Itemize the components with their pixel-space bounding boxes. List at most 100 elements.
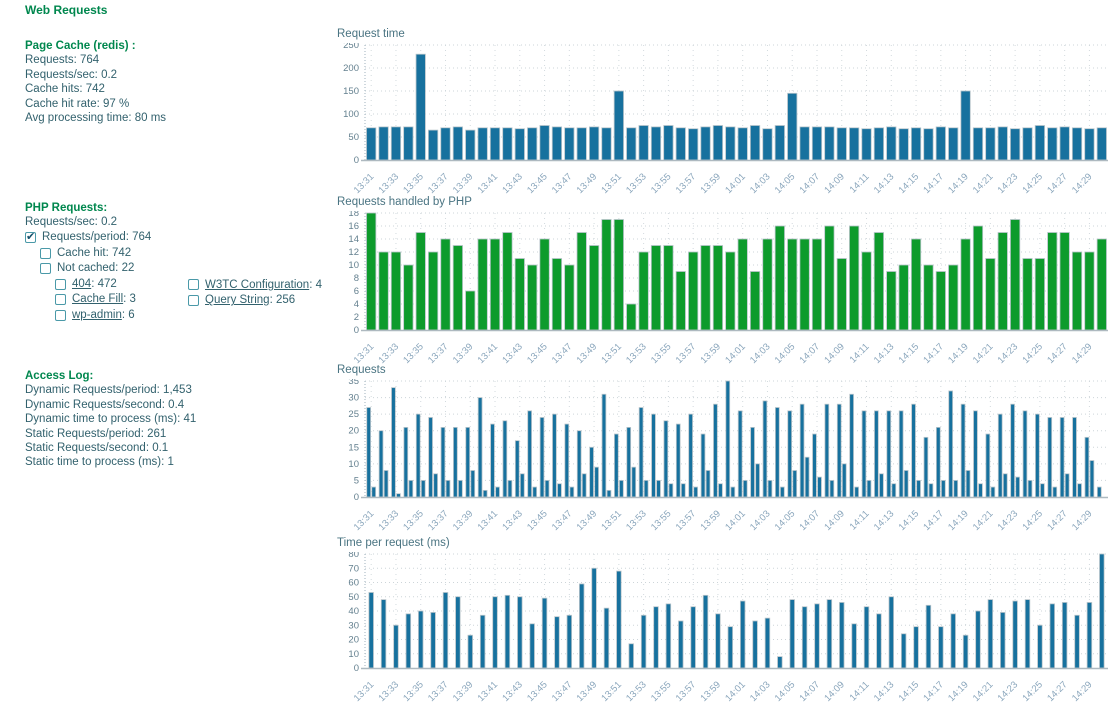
- svg-text:20: 20: [348, 426, 359, 437]
- svg-text:13:55: 13:55: [649, 508, 674, 533]
- stat-dynamic-requests-second: Dynamic Requests/second: 0.4: [25, 398, 185, 411]
- svg-text:13:33: 13:33: [376, 508, 401, 533]
- filter-w3tc-configuration: W3TC Configuration: 4: [188, 277, 322, 293]
- php-requests-heading: PHP Requests:: [25, 202, 108, 214]
- svg-text:13:39: 13:39: [451, 679, 476, 704]
- checkbox-unchecked-icon[interactable]: [188, 294, 199, 306]
- svg-text:13:43: 13:43: [500, 171, 525, 196]
- checkbox-unchecked-icon[interactable]: [55, 294, 66, 306]
- svg-text:14:17: 14:17: [921, 679, 946, 704]
- svg-text:14:13: 14:13: [872, 171, 897, 196]
- requests-chart-block: Requests 0 5 10 15 20 25 30 35 13:31 13:33 13:35 13…: [337, 364, 1113, 554]
- svg-text:14:19: 14:19: [946, 679, 971, 704]
- svg-text:18: 18: [348, 211, 359, 219]
- checkbox-unchecked-icon[interactable]: [40, 247, 51, 259]
- checkbox-unchecked-icon[interactable]: [188, 279, 199, 291]
- svg-text:13:39: 13:39: [451, 171, 476, 196]
- svg-text:13:45: 13:45: [525, 679, 550, 704]
- chart-title: Time per request (ms): [337, 537, 450, 549]
- filter-label: 404: 472: [72, 277, 117, 291]
- page-cache-heading: Page Cache (redis) :: [25, 40, 136, 52]
- filter-wp-admin: wp-admin: 6: [55, 307, 151, 323]
- svg-text:14:05: 14:05: [773, 171, 798, 196]
- filter-label: Not cached: 22: [57, 262, 135, 275]
- checkbox-unchecked-icon[interactable]: [40, 263, 51, 275]
- svg-text:13:53: 13:53: [624, 171, 649, 196]
- link-w3tc-configuration[interactable]: W3TC Configuration: [205, 278, 310, 291]
- svg-text:14:19: 14:19: [946, 171, 971, 196]
- page-title: Web Requests: [25, 3, 108, 17]
- svg-text:13:53: 13:53: [624, 679, 649, 704]
- request-time-chart-block: Request time 0 50 100 150 200 250 13:31 13:33 13…: [337, 28, 1113, 218]
- svg-text:20: 20: [348, 635, 359, 646]
- svg-text:12: 12: [348, 247, 359, 258]
- svg-text:13:53: 13:53: [624, 508, 649, 533]
- svg-text:30: 30: [348, 620, 359, 631]
- svg-text:13:49: 13:49: [575, 508, 600, 533]
- svg-text:14:03: 14:03: [748, 508, 773, 533]
- svg-text:14:15: 14:15: [897, 679, 922, 704]
- svg-text:13:43: 13:43: [500, 508, 525, 533]
- svg-text:13:37: 13:37: [426, 508, 451, 533]
- svg-text:14:13: 14:13: [872, 508, 897, 533]
- svg-text:70: 70: [348, 563, 359, 574]
- svg-text:14:19: 14:19: [946, 341, 971, 366]
- svg-text:13:45: 13:45: [525, 341, 550, 366]
- svg-text:14:11: 14:11: [848, 171, 872, 195]
- svg-text:13:59: 13:59: [698, 679, 723, 704]
- svg-text:14:01: 14:01: [723, 341, 748, 366]
- svg-text:14:11: 14:11: [848, 679, 872, 703]
- link-wp-admin[interactable]: wp-admin: [72, 308, 122, 321]
- php-requests-chart-block: Requests handled by PHP 0 2 4 6 8 10 12 14 16 18 1…: [337, 196, 1113, 386]
- svg-text:14:11: 14:11: [848, 341, 872, 365]
- svg-text:14:21: 14:21: [971, 341, 996, 366]
- svg-text:13:59: 13:59: [698, 171, 723, 196]
- svg-text:13:33: 13:33: [376, 679, 401, 704]
- svg-text:14:05: 14:05: [773, 341, 798, 366]
- svg-text:14:23: 14:23: [996, 679, 1021, 704]
- svg-text:14:21: 14:21: [971, 508, 996, 533]
- svg-text:200: 200: [343, 63, 359, 74]
- svg-text:14:21: 14:21: [971, 679, 996, 704]
- checkbox-checked-icon[interactable]: [25, 230, 36, 244]
- svg-text:14:03: 14:03: [748, 679, 773, 704]
- svg-text:35: 35: [348, 379, 359, 387]
- svg-text:13:51: 13:51: [599, 508, 624, 533]
- checkbox-unchecked-icon[interactable]: [55, 278, 66, 290]
- link-404[interactable]: 404: [72, 277, 92, 290]
- svg-text:13:39: 13:39: [451, 508, 476, 533]
- link-cache-fill[interactable]: Cache Fill: [72, 293, 124, 306]
- filter-count: : 472: [91, 277, 117, 290]
- link-query-string[interactable]: Query String: [205, 294, 270, 307]
- svg-text:14:09: 14:09: [822, 679, 847, 704]
- svg-text:13:53: 13:53: [624, 341, 649, 366]
- filter-query-string: Query String: 256: [188, 293, 322, 309]
- svg-text:13:37: 13:37: [426, 679, 451, 704]
- svg-text:14:27: 14:27: [1045, 679, 1070, 704]
- svg-text:0: 0: [354, 155, 359, 166]
- svg-text:25: 25: [348, 409, 359, 420]
- svg-text:13:47: 13:47: [550, 341, 575, 366]
- svg-text:14:29: 14:29: [1070, 508, 1095, 533]
- svg-text:13:35: 13:35: [401, 679, 426, 704]
- svg-text:10: 10: [348, 649, 359, 660]
- svg-text:13:33: 13:33: [376, 341, 401, 366]
- svg-text:14:01: 14:01: [723, 508, 748, 533]
- svg-text:60: 60: [348, 578, 359, 589]
- checkbox-unchecked-icon[interactable]: [55, 309, 66, 321]
- svg-text:50: 50: [348, 132, 359, 143]
- stat-static-requests-period: Static Requests/period: 261: [25, 427, 167, 440]
- svg-text:14:29: 14:29: [1070, 679, 1095, 704]
- svg-text:13:45: 13:45: [525, 508, 550, 533]
- svg-text:250: 250: [343, 43, 359, 51]
- svg-text:13:41: 13:41: [476, 508, 501, 533]
- svg-text:13:45: 13:45: [525, 171, 550, 196]
- svg-text:0: 0: [354, 325, 359, 336]
- svg-text:14:13: 14:13: [872, 679, 897, 704]
- chart-title: Requests: [337, 364, 386, 376]
- svg-text:0: 0: [354, 492, 359, 503]
- access-log-section: Access Log: Dynamic Requests/period: 1,4…: [25, 369, 196, 470]
- svg-text:14:01: 14:01: [723, 679, 748, 704]
- svg-text:13:59: 13:59: [698, 508, 723, 533]
